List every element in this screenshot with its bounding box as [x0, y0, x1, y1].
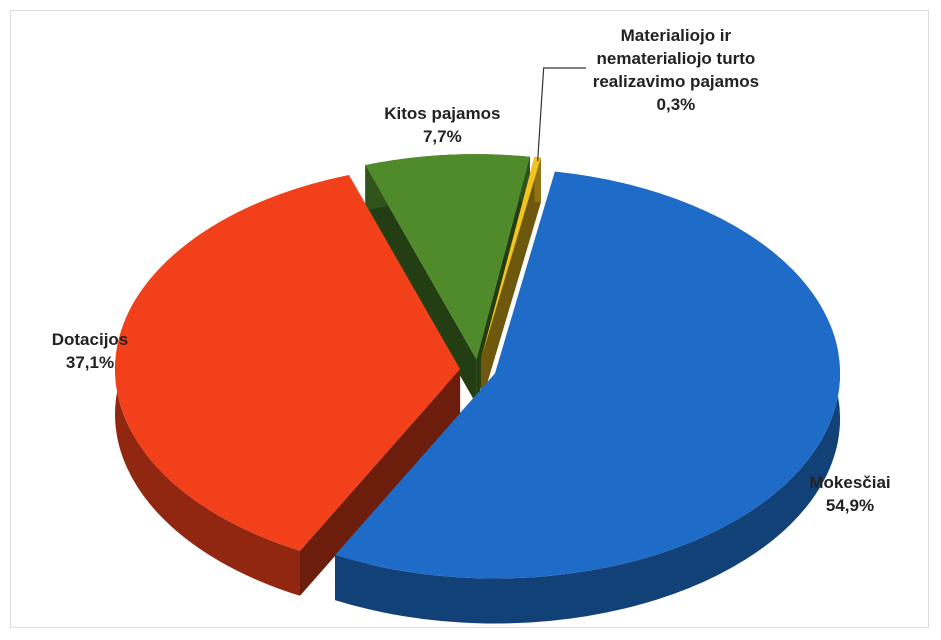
slice-label: Kitos pajamos 7,7%: [347, 102, 537, 148]
pie-slice: [480, 156, 541, 360]
leader-line: [537, 67, 586, 162]
slice-label: Mokesčiai 54,9%: [755, 471, 941, 517]
slice-label: Materialiojo ir nematerialiojo turto rea…: [581, 24, 771, 116]
pie-slice: [365, 154, 530, 360]
slice-wall: [300, 369, 461, 596]
slice-value: 37,1%: [65, 353, 115, 373]
pie-slice: [335, 171, 841, 579]
slice-category: Kitos pajamos: [384, 103, 501, 123]
chart-frame: [10, 10, 929, 628]
pie-slice: [115, 175, 461, 551]
slice-side: [334, 171, 841, 624]
slice-value: 0,3%: [656, 95, 696, 114]
slice-category: Materialiojo ir nematerialiojo turto rea…: [592, 26, 760, 91]
slice-category: Dotacijos: [51, 330, 129, 350]
slice-value: 54,9%: [825, 496, 875, 516]
slice-value: 7,7%: [422, 126, 462, 146]
slice-wall: [480, 157, 541, 405]
slice-category: Mokesčiai: [809, 473, 891, 493]
slice-wall: [365, 165, 477, 405]
slice-label: Dotacijos 37,1%: [0, 328, 185, 374]
pie-tops: [115, 154, 841, 579]
